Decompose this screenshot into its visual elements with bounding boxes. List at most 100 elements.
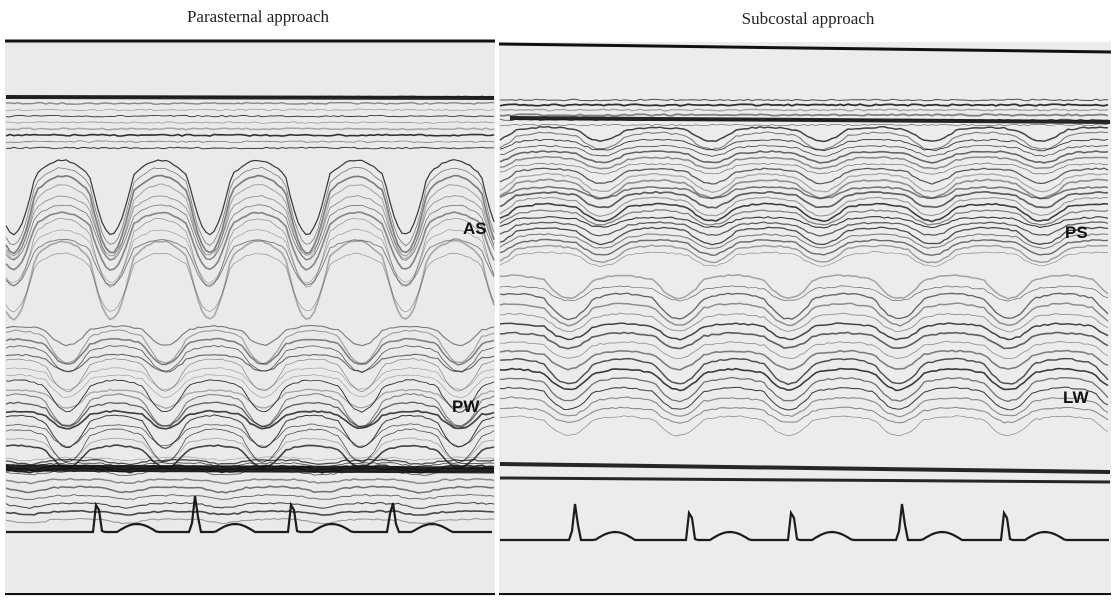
echo-trace bbox=[5, 121, 495, 124]
echo-trace bbox=[499, 131, 1109, 151]
echo-trace bbox=[499, 367, 1109, 392]
echo-trace bbox=[5, 146, 494, 150]
echo-trace bbox=[499, 216, 1109, 229]
echo-trace bbox=[499, 172, 1109, 194]
echo-trace bbox=[6, 495, 492, 534]
echo-trace bbox=[499, 233, 1109, 250]
echo-trace bbox=[5, 159, 495, 236]
structure-label: PW bbox=[452, 397, 480, 416]
echo-trace bbox=[499, 123, 1109, 127]
echo-trace bbox=[5, 228, 495, 284]
echo-trace bbox=[499, 167, 1109, 185]
echo-trace bbox=[499, 238, 1109, 257]
echo-trace bbox=[5, 95, 495, 100]
echo-trace bbox=[499, 341, 1109, 360]
echo-trace bbox=[5, 437, 495, 463]
echo-trace bbox=[499, 462, 1111, 474]
echo-trace bbox=[5, 493, 495, 500]
echo-trace bbox=[5, 373, 495, 399]
echo-trace bbox=[5, 252, 495, 313]
echo-trace bbox=[499, 376, 1109, 403]
echo-trace bbox=[5, 379, 495, 413]
echo-trace bbox=[509, 116, 1111, 124]
echo-trace bbox=[5, 204, 495, 261]
echo-trace bbox=[499, 125, 1109, 143]
echo-trace bbox=[500, 503, 1109, 542]
echo-trace bbox=[5, 509, 495, 516]
echo-trace bbox=[499, 322, 1109, 341]
echo-trace bbox=[5, 195, 495, 257]
echo-trace bbox=[499, 406, 1109, 424]
echo-trace bbox=[5, 428, 495, 463]
echo-trace bbox=[499, 226, 1109, 246]
echo-trace bbox=[499, 190, 1109, 209]
echo-trace bbox=[5, 324, 495, 347]
echo-trace bbox=[5, 127, 495, 131]
echo-trace bbox=[500, 98, 1109, 102]
echo-trace bbox=[5, 414, 495, 449]
echo-trace bbox=[5, 211, 495, 271]
echo-trace bbox=[5, 344, 495, 373]
echo-trace bbox=[499, 476, 1111, 484]
structure-label: AS bbox=[463, 219, 487, 238]
echo-trace bbox=[499, 144, 1109, 157]
echo-trace bbox=[5, 217, 495, 288]
echo-trace bbox=[499, 302, 1109, 327]
echo-trace bbox=[5, 517, 495, 525]
echo-trace bbox=[499, 244, 1109, 264]
echo-trace bbox=[499, 386, 1109, 411]
echo-trace bbox=[5, 393, 495, 428]
panel-title: Subcostal approach bbox=[742, 9, 875, 28]
echo-texture bbox=[5, 95, 1111, 542]
echo-trace bbox=[499, 209, 1109, 226]
echo-trace bbox=[5, 464, 495, 474]
echo-trace bbox=[499, 108, 1109, 112]
echo-trace bbox=[5, 239, 495, 321]
structure-label: PS bbox=[1065, 223, 1088, 242]
echo-trace bbox=[5, 108, 495, 111]
echo-trace bbox=[5, 133, 495, 137]
echo-trace bbox=[5, 140, 495, 143]
echo-trace bbox=[499, 251, 1109, 268]
echo-trace bbox=[5, 477, 495, 485]
echo-trace bbox=[5, 458, 495, 466]
echo-trace bbox=[5, 329, 495, 365]
echo-trace bbox=[5, 501, 495, 510]
structure-label: LW bbox=[1063, 388, 1089, 407]
echo-trace bbox=[499, 162, 1109, 175]
echo-trace bbox=[6, 101, 494, 105]
echo-trace bbox=[5, 423, 495, 447]
echo-trace bbox=[5, 183, 495, 261]
echo-trace bbox=[499, 185, 1109, 200]
echo-trace bbox=[5, 485, 495, 494]
echo-trace bbox=[499, 415, 1109, 437]
echo-trace bbox=[499, 357, 1109, 386]
panel-title: Parasternal approach bbox=[187, 7, 330, 26]
echo-trace bbox=[5, 367, 495, 391]
echo-trace bbox=[5, 337, 495, 366]
echo-trace bbox=[499, 113, 1109, 117]
echo-trace bbox=[5, 353, 495, 374]
echo-trace bbox=[5, 238, 495, 287]
echo-trace bbox=[499, 396, 1109, 418]
echo-trace bbox=[5, 166, 495, 247]
echo-trace bbox=[499, 196, 1109, 217]
echo-trace bbox=[499, 285, 1109, 302]
echo-trace bbox=[499, 221, 1109, 237]
echo-trace bbox=[499, 292, 1109, 321]
echo-trace bbox=[499, 273, 1109, 300]
frame-line bbox=[498, 42, 1112, 54]
echo-trace bbox=[499, 349, 1109, 371]
echo-trace bbox=[499, 103, 1109, 107]
echo-trace bbox=[499, 156, 1109, 170]
echo-trace bbox=[5, 388, 495, 410]
echo-trace bbox=[5, 174, 495, 255]
echo-trace bbox=[499, 312, 1109, 333]
echo-trace bbox=[5, 114, 495, 118]
echo-trace bbox=[499, 138, 1109, 152]
echo-trace bbox=[5, 358, 495, 392]
echo-trace bbox=[5, 401, 495, 428]
echo-trace bbox=[5, 409, 495, 430]
